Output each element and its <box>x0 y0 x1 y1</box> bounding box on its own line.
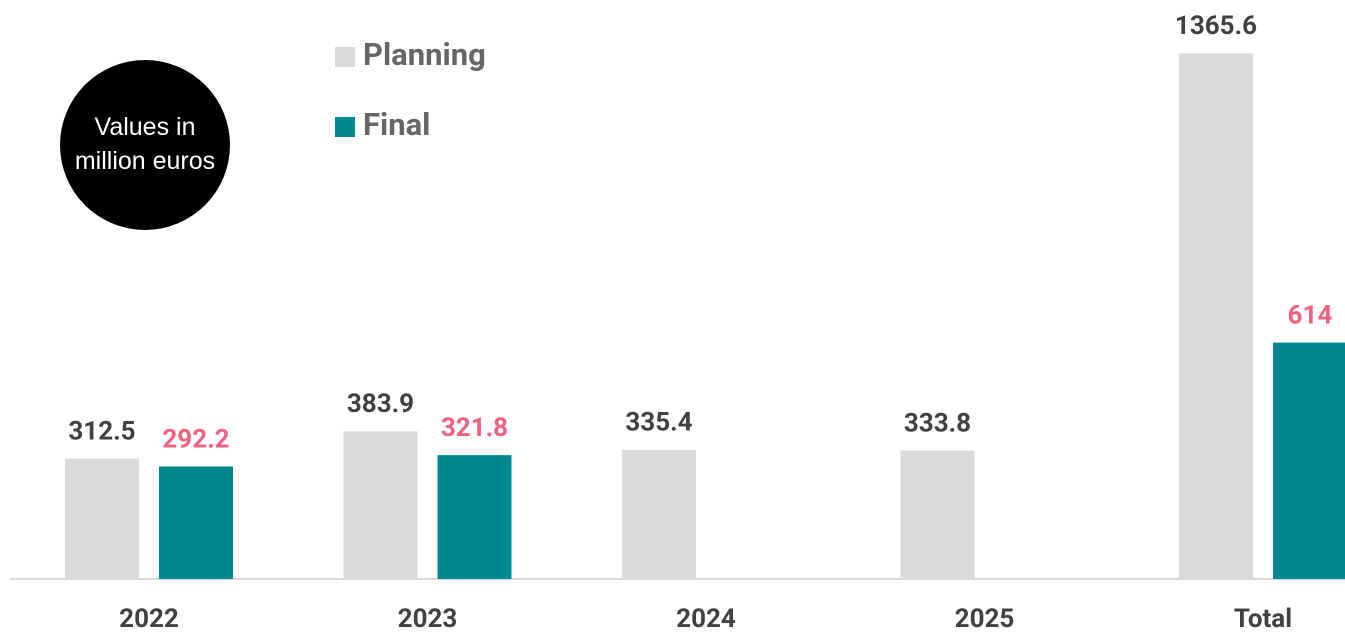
x-tick-label: 2025 <box>955 604 1015 634</box>
x-tick-label: 2023 <box>398 604 458 634</box>
bar <box>343 431 418 579</box>
x-tick-label: 2024 <box>676 604 736 634</box>
data-label: 333.8 <box>904 408 971 438</box>
bar <box>65 458 139 579</box>
annotation-box: Values in million euros <box>74 113 216 175</box>
legend-label: Final <box>363 106 430 143</box>
legend-swatch <box>335 47 355 67</box>
x-tick-label: Total <box>1234 604 1292 634</box>
annotation: Values in million euros <box>74 113 216 175</box>
data-label: 335.4 <box>625 408 692 438</box>
x-tick-label: 2022 <box>119 604 179 634</box>
bar <box>622 449 696 579</box>
legend-label: Planning <box>363 36 486 73</box>
bar <box>1273 342 1345 579</box>
data-label: 321.8 <box>441 413 508 443</box>
bar <box>1179 53 1253 579</box>
data-label: 614 <box>1288 300 1333 330</box>
data-label: 383.9 <box>347 389 414 419</box>
legend-swatch <box>335 117 355 137</box>
annotation-circle <box>60 60 230 230</box>
bar <box>159 466 233 579</box>
data-label: 292.2 <box>162 424 229 454</box>
bar <box>900 450 975 579</box>
data-label: 1365.6 <box>1175 11 1257 41</box>
bar <box>437 455 512 579</box>
data-label: 312.5 <box>68 417 135 447</box>
